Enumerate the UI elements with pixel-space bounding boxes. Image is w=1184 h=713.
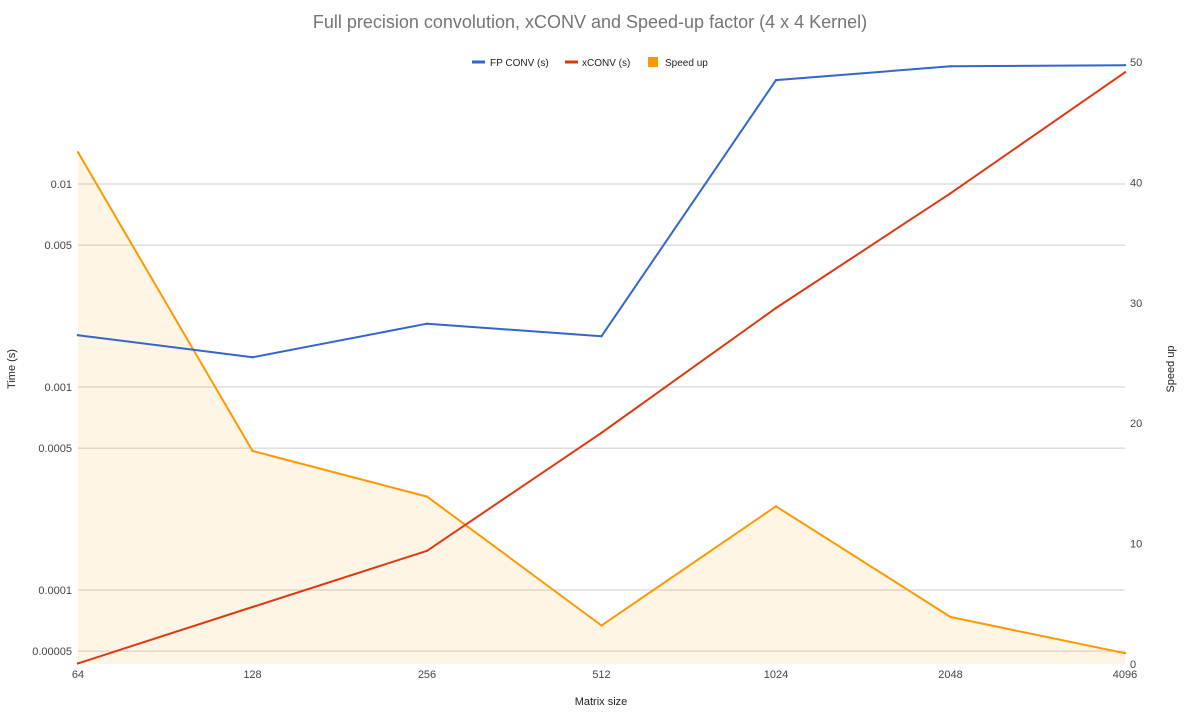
left-tick-label: 0.001: [44, 382, 72, 394]
right-tick-label: 0: [1130, 659, 1136, 671]
fp-conv-s-point[interactable]: [949, 65, 952, 68]
x-tick-label: 1024: [764, 669, 788, 681]
fp-conv-s-line[interactable]: [77, 64, 1126, 359]
x-tick-label: 512: [592, 669, 610, 681]
left-tick-label: 0.01: [51, 179, 72, 191]
x-tick-label: 128: [243, 669, 261, 681]
speed-up-point[interactable]: [774, 505, 778, 508]
legend-swatch-xconv: [565, 60, 578, 64]
right-axis-title: Speed up: [1165, 345, 1177, 392]
fp-conv-s-point[interactable]: [425, 322, 429, 325]
left-axis-tick-labels: 0.00005 0.0001 0.0005 0.001 0.005 0.01: [32, 179, 72, 658]
xconv-s-point[interactable]: [774, 306, 778, 310]
left-tick-label: 0.0001: [38, 585, 72, 597]
legend-label-xconv: xCONV (s): [582, 58, 630, 69]
right-tick-label: 20: [1130, 418, 1142, 430]
right-tick-label: 30: [1130, 298, 1142, 310]
right-tick-label: 40: [1130, 177, 1142, 189]
right-tick-label: 50: [1130, 57, 1142, 69]
xconv-s-point[interactable]: [949, 192, 952, 195]
right-tick-label: 10: [1130, 539, 1142, 551]
legend-item-fp-conv[interactable]: FP CONV (s): [472, 58, 549, 69]
xconv-s-point[interactable]: [251, 605, 254, 609]
x-axis-title: Matrix size: [575, 696, 628, 708]
fp-conv-s-point[interactable]: [1123, 63, 1127, 67]
fp-conv-s-point[interactable]: [774, 78, 778, 82]
speed-up-point[interactable]: [1123, 651, 1127, 655]
legend-label-speed-up: Speed up: [665, 58, 708, 69]
speed-up-point[interactable]: [600, 624, 603, 627]
legend-swatch-speed-up: [648, 57, 658, 67]
legend-label-fp-conv: FP CONV (s): [490, 58, 549, 69]
gridlines: [78, 183, 1125, 652]
left-axis-title: Time (s): [6, 349, 18, 389]
x-tick-label: 2048: [938, 669, 962, 681]
left-tick-label: 0.00005: [32, 646, 72, 658]
legend-item-xconv[interactable]: xCONV (s): [565, 58, 630, 69]
xconv-s-point[interactable]: [600, 431, 603, 434]
x-axis-tick-labels: 64 128 256 512 1024 2048 4096: [72, 669, 1137, 681]
legend-swatch-fp-conv: [472, 60, 485, 64]
x-tick-label: 64: [72, 669, 84, 681]
speed-up-point[interactable]: [76, 151, 80, 154]
x-tick-label: 256: [418, 669, 436, 681]
xconv-s-point[interactable]: [76, 662, 80, 665]
left-tick-label: 0.005: [44, 240, 72, 252]
xconv-s-point[interactable]: [425, 549, 429, 552]
line-series-layer: [76, 63, 1127, 665]
fp-conv-s-point[interactable]: [251, 356, 254, 359]
fp-conv-s-point[interactable]: [76, 333, 80, 337]
left-tick-label: 0.0005: [38, 443, 72, 455]
xconv-s-point[interactable]: [1123, 71, 1127, 74]
speed-up-point[interactable]: [425, 495, 429, 498]
speed-up-area-layer: [77, 151, 1126, 665]
speed-up-point[interactable]: [949, 615, 952, 619]
right-axis-tick-labels: 0 10 20 30 40 50: [1130, 57, 1142, 671]
fp-conv-s-point[interactable]: [600, 334, 603, 338]
legend-item-speed-up[interactable]: Speed up: [648, 57, 708, 69]
speed-up-area-fill: [78, 152, 1125, 665]
x-tick-label: 4096: [1113, 669, 1137, 681]
chart-title: Full precision convolution, xCONV and Sp…: [313, 12, 867, 32]
legend: FP CONV (s) xCONV (s) Speed up: [472, 57, 708, 69]
speed-up-point[interactable]: [251, 449, 254, 453]
